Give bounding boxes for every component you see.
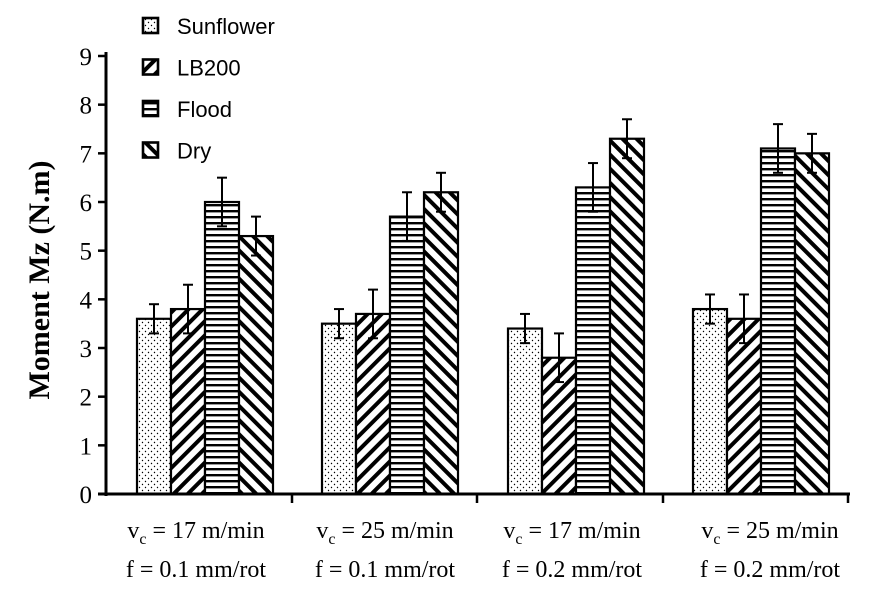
- bar-lb200-2: [354, 312, 392, 496]
- bar-dry-1: [237, 234, 275, 496]
- legend-swatch-flood: [141, 99, 160, 118]
- y-axis-label: Moment Mz (N.m): [23, 160, 56, 399]
- legend-swatch-sunflower: [141, 16, 160, 35]
- legend-label-lb200: LB200: [177, 56, 241, 81]
- category-label-line1-2: vc = 25 m/min: [316, 518, 453, 548]
- legend-label-sunflower: Sunflower: [177, 14, 275, 39]
- legend-swatch-lb200: [141, 58, 160, 76]
- bar-dry-3: [608, 137, 646, 496]
- legend-label-dry: Dry: [177, 139, 211, 164]
- y-tick-label-9: 9: [80, 44, 93, 71]
- y-tick-label-6: 6: [80, 190, 93, 217]
- bar-sunflower-3: [506, 327, 544, 496]
- bar-flood-3: [574, 186, 612, 496]
- bar-flood-4: [759, 147, 797, 496]
- category-label-line1-1: vc = 17 m/min: [127, 518, 264, 548]
- category-label-line2-4: f = 0.2 mm/rot: [700, 557, 841, 583]
- bar-dry-2: [422, 191, 460, 496]
- bar-flood-1: [203, 200, 241, 496]
- legend-swatch-dry: [141, 141, 160, 159]
- category-label-line1-4: vc = 25 m/min: [701, 518, 838, 548]
- bar-sunflower-1: [135, 317, 173, 496]
- y-tick-label-1: 1: [80, 433, 93, 460]
- category-label-line2-1: f = 0.1 mm/rot: [126, 557, 267, 583]
- category-label-line1-3: vc = 17 m/min: [503, 518, 640, 548]
- bar-lb200-4: [725, 317, 763, 496]
- bar-sunflower-2: [320, 322, 358, 496]
- y-tick-label-5: 5: [80, 239, 93, 266]
- category-label-line2-3: f = 0.2 mm/rot: [502, 557, 643, 583]
- bar-flood-2: [388, 215, 426, 496]
- y-tick-label-3: 3: [80, 336, 93, 363]
- bar-dry-4: [793, 152, 831, 496]
- legend-label-flood: Flood: [177, 97, 232, 122]
- y-tick-label-2: 2: [80, 385, 93, 412]
- y-tick-label-0: 0: [80, 482, 93, 509]
- category-label-line2-2: f = 0.1 mm/rot: [315, 557, 456, 583]
- bar-sunflower-4: [691, 307, 729, 496]
- y-tick-label-8: 8: [80, 93, 93, 120]
- bar-lb200-1: [169, 307, 207, 496]
- y-tick-label-7: 7: [80, 141, 93, 168]
- y-tick-label-4: 4: [80, 287, 93, 314]
